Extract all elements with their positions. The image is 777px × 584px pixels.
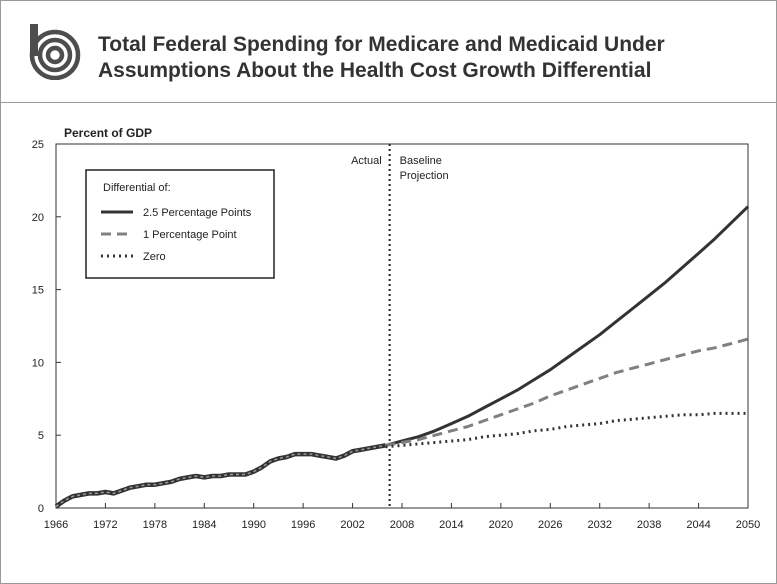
projection-label: Projection [400, 170, 449, 182]
cbo-logo-icon [29, 24, 81, 80]
x-tick-label: 2050 [736, 519, 760, 531]
x-tick-label: 2014 [439, 519, 463, 531]
chart-title: Total Federal Spending for Medicare and … [98, 32, 758, 84]
legend-box [85, 169, 275, 279]
baseline-label: Baseline [400, 155, 442, 167]
x-tick-label: 1990 [241, 519, 265, 531]
legend-label-1: 2.5 Percentage Points [143, 207, 252, 219]
x-tick-label: 2044 [686, 519, 710, 531]
x-tick-label: 1978 [143, 519, 167, 531]
chart-header: Total Federal Spending for Medicare and … [0, 0, 777, 103]
y-tick-label: 10 [32, 357, 44, 369]
actual-line-overlay [55, 444, 386, 508]
chart-title-line-1: Total Federal Spending for Medicare and … [98, 33, 665, 56]
y-tick-label: 25 [32, 139, 44, 151]
x-tick-label: 1996 [291, 519, 315, 531]
x-tick-label: 2020 [489, 519, 513, 531]
y-tick-label: 0 [38, 503, 44, 515]
series-line-1 [385, 205, 750, 447]
x-tick-label: 1984 [192, 519, 216, 531]
actual-label: Actual [351, 155, 382, 167]
x-tick-label: 1972 [93, 519, 117, 531]
legend-label-3: Zero [143, 251, 166, 263]
y-axis-label: Percent of GDP [64, 126, 152, 140]
legend-title: Differential of: [103, 182, 171, 194]
x-tick-label: 2032 [587, 519, 611, 531]
legend-label-2: 1 Percentage Point [143, 229, 237, 241]
y-tick-label: 5 [38, 430, 44, 442]
y-tick-label: 15 [32, 285, 44, 297]
y-tick-label: 20 [32, 212, 44, 224]
x-tick-label: 1966 [44, 519, 68, 531]
x-tick-label: 2002 [340, 519, 364, 531]
x-tick-label: 2026 [538, 519, 562, 531]
series-line-3 [385, 411, 748, 449]
x-tick-label: 2038 [637, 519, 661, 531]
chart-title-line-2: Assumptions About the Health Cost Growth… [98, 59, 652, 82]
x-tick-label: 2008 [390, 519, 414, 531]
